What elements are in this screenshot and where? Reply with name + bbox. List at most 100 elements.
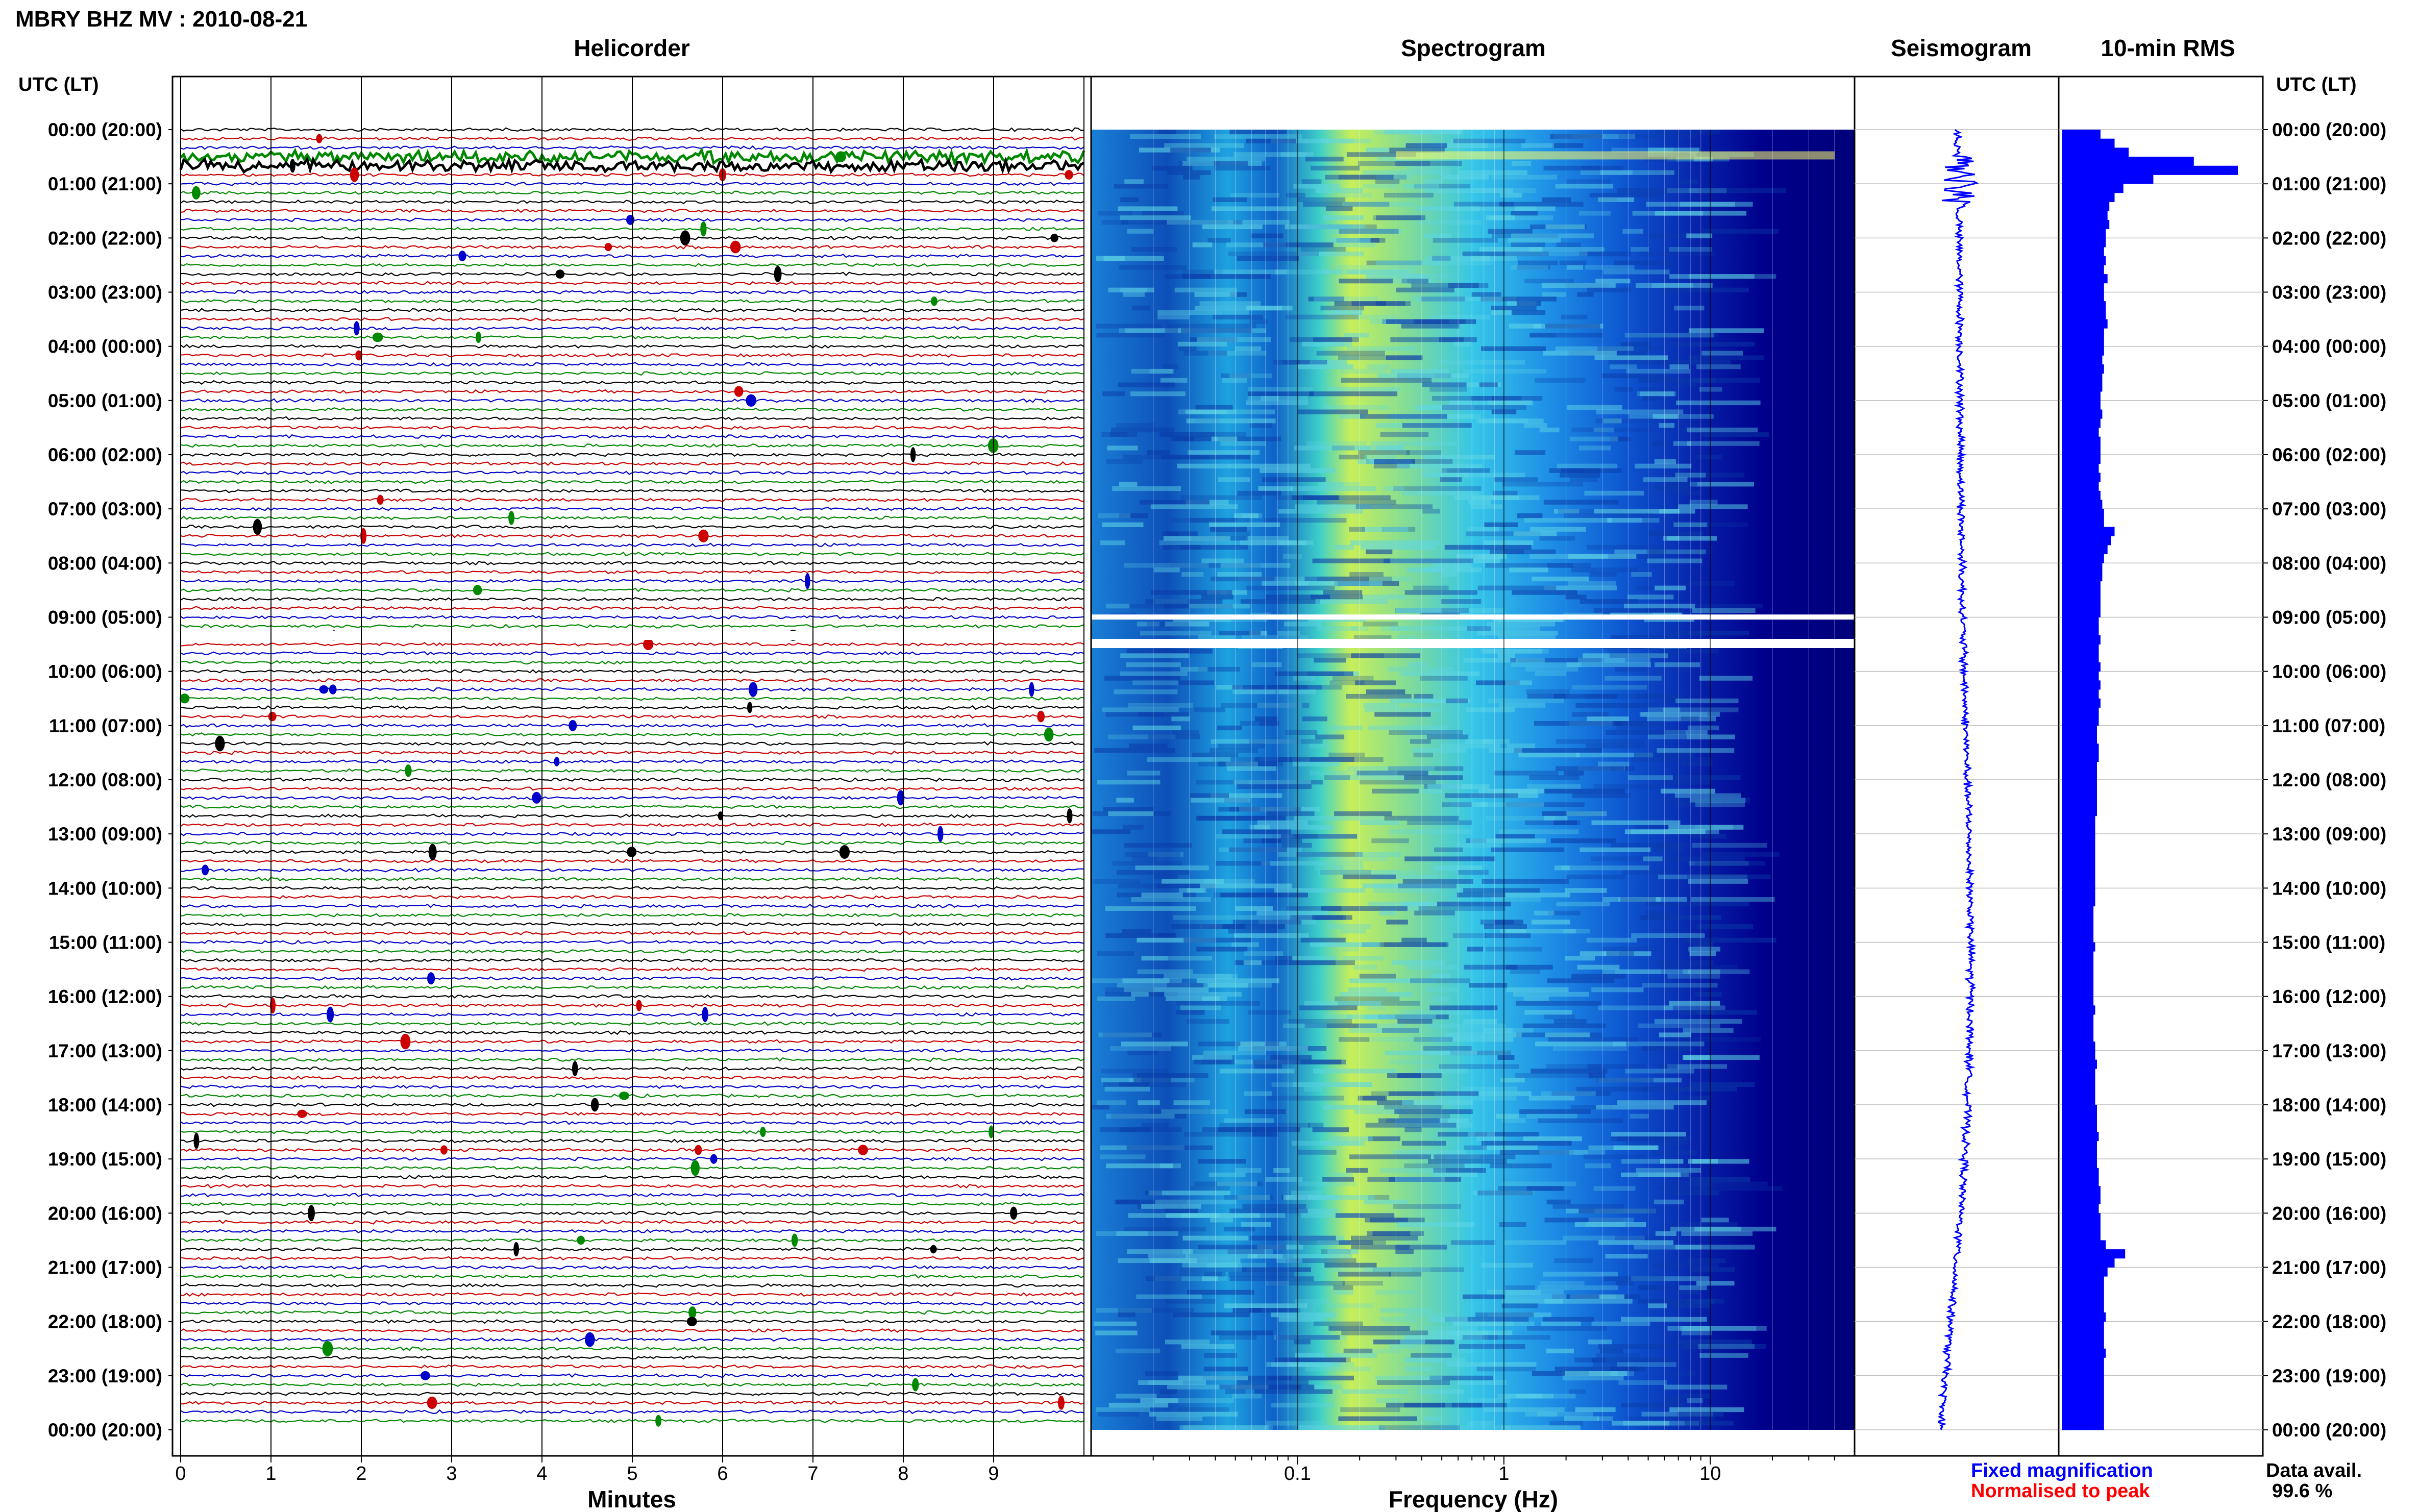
- rms-bar: [2062, 788, 2097, 798]
- spectrogram-cell: [1159, 432, 1215, 437]
- spectrogram-cell: [1638, 1299, 1714, 1304]
- spectrogram-cell: [1351, 301, 1405, 306]
- spectrogram-cell: [1285, 224, 1365, 230]
- spectrogram-cell: [1224, 310, 1249, 315]
- spectrogram-cell: [1656, 1231, 1677, 1236]
- figure-title: MBRY BHZ MV : 2010-08-21: [15, 7, 307, 32]
- spectrogram-cell: [1270, 1312, 1336, 1318]
- spectrogram-cell: [1642, 1046, 1693, 1051]
- spectrogram-cell: [1676, 400, 1761, 406]
- spectrogram-cell: [1257, 820, 1308, 825]
- spectrogram-cell: [1617, 1100, 1707, 1105]
- spectrogram-cell: [1648, 531, 1703, 536]
- rms-bars: [2062, 130, 2238, 1430]
- spectrogram-cell: [1423, 1046, 1472, 1051]
- spectrogram-cell: [1690, 482, 1754, 487]
- spectrogram-cell: [1597, 1416, 1613, 1421]
- rms-title: 10-min RMS: [2101, 35, 2235, 61]
- spectrogram-cell: [1603, 269, 1670, 275]
- rms-bar: [2062, 219, 2110, 230]
- spectrogram-cell: [1433, 608, 1504, 613]
- spectrogram-cell: [1237, 1380, 1309, 1385]
- helicorder-event-blip: [912, 1378, 919, 1392]
- time-tick-label-right: 06:00 (02:00): [2272, 444, 2386, 465]
- spectrogram-cell: [1586, 743, 1645, 749]
- spectrogram-cell: [1273, 360, 1327, 365]
- rms-bar: [2062, 1276, 2104, 1286]
- spectrogram-cell: [1111, 1113, 1187, 1119]
- spectrogram-cell: [1659, 1032, 1691, 1037]
- helicorder-event-blip: [532, 791, 541, 804]
- spectrogram-cell: [1441, 572, 1458, 577]
- spectrogram-cell: [1360, 1105, 1443, 1110]
- spectrogram-cell: [1217, 725, 1242, 731]
- rms-bar: [2062, 707, 2099, 717]
- spectrogram-cell: [1581, 170, 1633, 175]
- spectrogram-cell: [1341, 1330, 1428, 1335]
- spectrogram-cell: [1603, 1276, 1665, 1281]
- spectrogram-cell: [1434, 1154, 1516, 1159]
- spectrogram-cell: [1100, 1154, 1146, 1159]
- spectrogram-cell: [1219, 847, 1302, 852]
- spectrogram-cell: [1292, 495, 1339, 500]
- spectrogram-cell: [1701, 1186, 1783, 1191]
- spectrogram-cell: [1500, 1150, 1574, 1155]
- spectrogram-cell: [1192, 1055, 1232, 1060]
- spectrogram-cell: [1198, 1042, 1279, 1047]
- spectrogram-cell: [1108, 1402, 1169, 1408]
- spectrogram-cell: [1640, 391, 1674, 396]
- spectrogram-cell: [1097, 996, 1136, 1001]
- spectrogram-cell: [1453, 138, 1525, 143]
- time-tick-label-left: 12:00 (08:00): [48, 770, 162, 790]
- spectrogram-cell: [1101, 219, 1128, 225]
- spectrogram-cell: [1615, 666, 1647, 672]
- spectrogram-cell: [1507, 743, 1536, 749]
- spectrogram-cell: [1474, 1132, 1539, 1137]
- data-availability-label: Data avail.: [2266, 1460, 2362, 1481]
- helicorder-event-blip: [355, 350, 362, 361]
- spectrogram-cell: [1524, 279, 1574, 284]
- spectrogram-cell: [1402, 879, 1473, 884]
- spectrogram-cell: [1671, 1086, 1737, 1092]
- spectrogram-cell: [1109, 432, 1137, 437]
- spectrogram-cell: [1239, 807, 1274, 812]
- spectrogram-cell: [1563, 929, 1590, 934]
- spectrogram-cell: [1155, 1199, 1237, 1205]
- spectrogram-cell: [1422, 509, 1440, 514]
- spectrogram-cell: [1459, 170, 1527, 175]
- spectrogram-cell: [1598, 761, 1630, 766]
- spectrogram-cell: [1332, 310, 1363, 315]
- spectrogram-cell: [1408, 662, 1427, 667]
- spectrogram-cell: [1260, 807, 1320, 812]
- spectrogram-cell: [1196, 780, 1249, 785]
- spectrogram-cell: [1655, 211, 1746, 216]
- spectrogram-cell: [1137, 1073, 1208, 1078]
- spectrogram-cell: [1427, 1023, 1506, 1028]
- spectrogram-cell: [1522, 1023, 1606, 1028]
- spectrogram-cell: [1488, 698, 1564, 704]
- spectrogram-cell: [1485, 563, 1573, 568]
- spectrogram-cell: [1511, 233, 1594, 238]
- spectrogram-cell: [1544, 815, 1568, 821]
- spectrogram-cell: [1276, 757, 1354, 762]
- spectrogram-cell: [1433, 1172, 1478, 1177]
- spectrogram-cell: [1235, 960, 1251, 965]
- spectrogram-cell: [1151, 590, 1232, 595]
- spectrogram-cell: [1516, 658, 1545, 663]
- spectrogram-cell: [1591, 1321, 1650, 1326]
- spectrogram-cell: [1555, 346, 1634, 351]
- spectrogram-cell: [1579, 847, 1651, 852]
- spectrogram-cell: [1539, 1281, 1585, 1286]
- time-tick-label-left: 07:00 (03:00): [48, 499, 162, 519]
- spectrogram-cell: [1449, 802, 1488, 807]
- spectrogram-cell: [1248, 1010, 1291, 1015]
- spectrogram-cell: [1154, 874, 1178, 880]
- spectrogram-cell: [1426, 734, 1469, 739]
- spectrogram-cell: [1338, 1416, 1417, 1421]
- spectrogram-cell: [1544, 788, 1625, 794]
- time-tick-label-left: 10:00 (06:00): [48, 661, 162, 682]
- spectrogram-cell: [1647, 716, 1716, 722]
- spectrogram-cell: [1426, 987, 1458, 993]
- spectrogram-cell: [1384, 130, 1463, 135]
- spectrogram-cell: [1368, 1136, 1400, 1142]
